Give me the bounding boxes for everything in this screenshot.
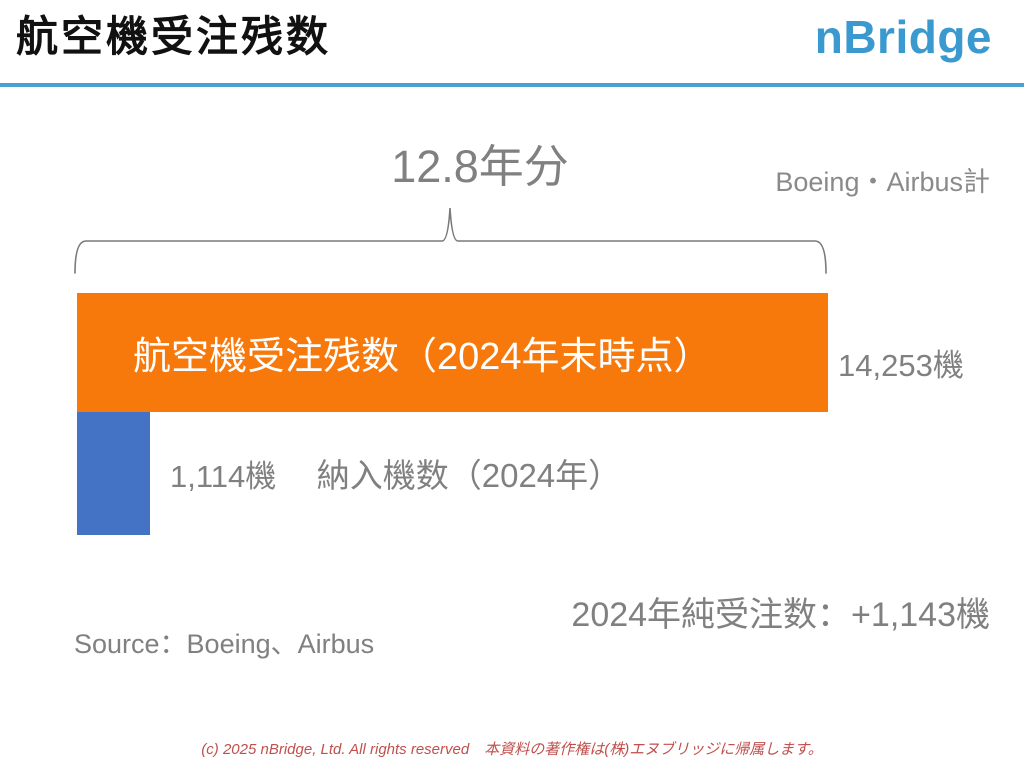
- nbridge-logo: nBridge: [814, 11, 992, 63]
- delivered-line: 1,114機 納入機数（2024年）: [170, 449, 621, 497]
- years-span-brace: [74, 207, 827, 274]
- net-orders-annotation: 2024年純受注数：+1,143機: [571, 596, 990, 634]
- years-of-backlog-label: 12.8年分: [391, 141, 569, 192]
- delivered-value: 1,114機: [170, 459, 277, 494]
- scope-label: Boeing・Airbus計: [775, 167, 990, 197]
- copyright-footer: (c) 2025 nBridge, Ltd. All rights reserv…: [201, 741, 823, 758]
- backlog-value: 14,253機: [838, 348, 964, 383]
- header-divider: [0, 83, 1024, 87]
- page-title: 航空機受注残数: [16, 13, 332, 60]
- source-note: Source：Boeing、Airbus: [74, 629, 375, 659]
- backlog-bar: 航空機受注残数（2024年末時点）: [77, 293, 828, 412]
- delivered-bar: [77, 412, 150, 535]
- delivered-label: 納入機数（2024年）: [316, 457, 622, 494]
- backlog-bar-label: 航空機受注残数（2024年末時点）: [133, 336, 712, 378]
